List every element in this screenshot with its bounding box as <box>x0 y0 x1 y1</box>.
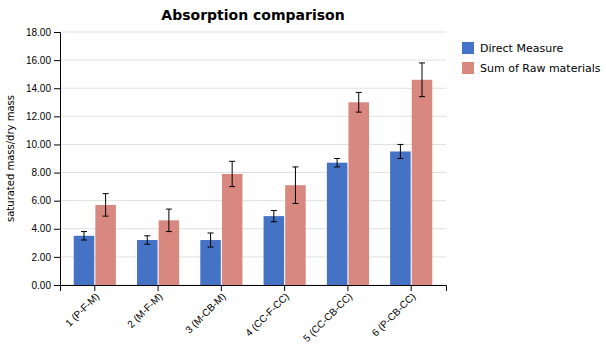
legend-label: Direct Measure <box>480 42 563 55</box>
bar <box>390 151 411 285</box>
y-tick: 0.00 <box>32 280 60 291</box>
x-axis-line <box>61 286 447 292</box>
x-axis: 1 (P-F-M) 2 (M-F-M) 3 (M-CB-M) 4 (CC-F-CC)5… <box>61 285 447 344</box>
bar <box>348 102 369 285</box>
error-bar <box>166 209 172 231</box>
plot: 0.00 2.00 4.00 6.00 8.00 10.00 12.00 14.00 16.00… <box>26 27 447 344</box>
y-tick-label: 8.00 <box>32 167 52 178</box>
grid-line <box>60 228 446 229</box>
bar <box>264 216 285 285</box>
y-tick-mark <box>54 116 60 117</box>
error-bars <box>103 63 425 232</box>
grid-line <box>60 144 446 145</box>
x-tick: 1 (P-F-M) <box>63 285 101 329</box>
y-tick-mark <box>54 32 60 33</box>
grid-line <box>60 172 446 173</box>
error-bar <box>81 232 87 240</box>
y-tick: 8.00 <box>32 167 60 178</box>
grid-line <box>60 60 446 61</box>
x-tick-mark <box>284 285 285 291</box>
y-tick-mark <box>54 257 60 258</box>
error-bar <box>356 92 362 112</box>
error-bar <box>271 211 277 222</box>
error-bar <box>419 63 425 97</box>
y-tick-mark <box>54 88 60 89</box>
y-axis-line <box>54 33 61 286</box>
error-bar <box>144 236 150 244</box>
x-tick: 4 (CC-F-CC) <box>243 285 291 338</box>
bar <box>412 80 433 285</box>
bar <box>137 240 158 285</box>
y-tick: 4.00 <box>32 223 60 234</box>
x-tick: 3 (M-CB-M) <box>183 285 228 335</box>
legend-item: Direct Measure <box>462 42 563 55</box>
legend-swatch <box>462 62 474 74</box>
x-tick-label: 1 (P-F-M) <box>63 291 101 329</box>
x-tick-label: 5 (CC-CB-CC) <box>301 291 354 344</box>
chart: 0.00 2.00 4.00 6.00 8.00 10.00 12.00 14.00 16.00… <box>0 0 606 363</box>
y-tick-label: 6.00 <box>32 195 52 206</box>
grid-line <box>60 88 446 89</box>
y-axis-title: saturated mass/dry mass <box>5 95 16 222</box>
y-tick-label: 2.00 <box>32 252 52 263</box>
y-tick-label: 18.00 <box>26 27 51 38</box>
x-tick-mark <box>221 285 222 291</box>
legend-swatch <box>462 42 474 54</box>
y-tick: 12.00 <box>26 111 60 122</box>
x-tick-label: 2 (M-F-M) <box>125 291 164 330</box>
y-tick-mark <box>54 60 60 61</box>
error-bar <box>397 144 403 158</box>
y-tick: 10.00 <box>26 139 60 150</box>
x-tick-label: 6 (P-CB-CC) <box>370 291 418 339</box>
grid-line <box>60 116 446 117</box>
error-bar <box>103 194 109 216</box>
y-tick-label: 4.00 <box>32 223 52 234</box>
x-tick-mark <box>158 285 159 291</box>
error-bar <box>334 159 340 167</box>
y-tick-label: 10.00 <box>26 139 51 150</box>
x-tick: 5 (CC-CB-CC) <box>301 285 354 344</box>
x-tick: 6 (P-CB-CC) <box>370 285 418 339</box>
grid <box>60 32 446 285</box>
x-tick-label: 3 (M-CB-M) <box>183 291 228 336</box>
x-tick-mark <box>347 285 348 291</box>
bar <box>74 236 95 285</box>
y-tick-mark <box>54 285 60 286</box>
y-tick: 16.00 <box>26 55 60 66</box>
y-tick-mark <box>54 144 60 145</box>
bars <box>74 63 433 285</box>
bar <box>95 205 116 285</box>
y-tick: 2.00 <box>32 252 60 263</box>
x-tick-mark <box>94 285 95 291</box>
error-bar <box>208 233 214 247</box>
y-tick-label: 0.00 <box>32 280 52 291</box>
bar-series <box>95 80 432 285</box>
title: Absorption comparison <box>161 7 344 23</box>
y-tick: 18.00 <box>26 27 60 38</box>
error-bar <box>229 161 235 186</box>
y-tick-label: 16.00 <box>26 55 51 66</box>
grid-line <box>60 32 446 33</box>
grid-line <box>60 256 446 257</box>
legend: Direct Measure Sum of Raw materials <box>462 42 601 75</box>
y-axis: 0.00 2.00 4.00 6.00 8.00 10.00 12.00 14.00 16.00… <box>26 27 61 291</box>
error-bar <box>292 167 298 204</box>
x-tick-label: 4 (CC-F-CC) <box>243 291 291 339</box>
legend-item: Sum of Raw materials <box>462 62 601 75</box>
y-tick: 6.00 <box>32 195 60 206</box>
y-tick-mark <box>54 229 60 230</box>
x-tick-mark <box>411 285 412 291</box>
y-tick-label: 12.00 <box>26 111 51 122</box>
legend-label: Sum of Raw materials <box>480 62 601 75</box>
y-tick-mark <box>54 173 60 174</box>
bar <box>327 163 348 285</box>
y-tick-mark <box>54 201 60 202</box>
grid-line <box>60 200 446 201</box>
y-tick: 14.00 <box>26 83 60 94</box>
x-tick: 2 (M-F-M) <box>125 285 164 330</box>
y-tick-label: 14.00 <box>26 83 51 94</box>
bar <box>222 174 243 285</box>
